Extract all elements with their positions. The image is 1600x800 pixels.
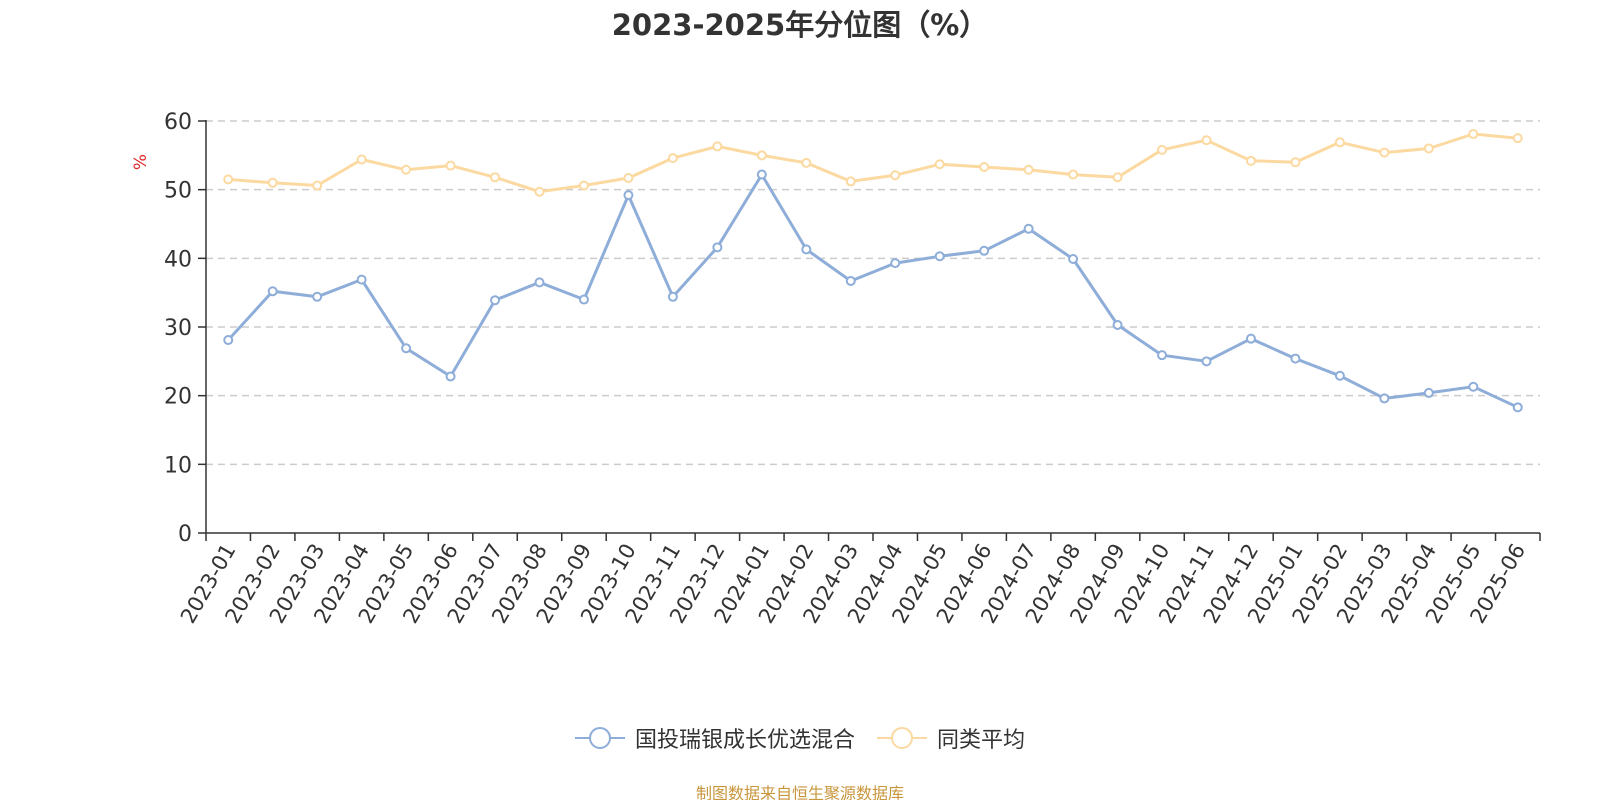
data-point — [1334, 137, 1345, 148]
series-line — [228, 132, 1518, 194]
data-point — [845, 176, 856, 187]
data-point — [1379, 147, 1390, 158]
legend-label-peer-average: 同类平均 — [937, 728, 1026, 753]
data-point — [312, 180, 323, 191]
data-point — [578, 180, 589, 191]
data-point — [578, 294, 589, 305]
data-point — [445, 371, 456, 382]
data-point — [1423, 143, 1434, 154]
data-point — [312, 291, 323, 302]
data-point — [1290, 353, 1301, 364]
data-point — [401, 164, 412, 175]
data-point — [401, 343, 412, 354]
data-point — [1068, 169, 1079, 180]
data-point — [1112, 319, 1123, 330]
data-point — [667, 291, 678, 302]
data-point — [1157, 144, 1168, 155]
data-source-note: 制图数据来自恒生聚源数据库 — [695, 784, 904, 800]
data-point — [801, 244, 812, 255]
legend-item-peer-average[interactable]: 同类平均 — [877, 722, 1025, 754]
data-point — [1112, 172, 1123, 183]
data-point — [534, 186, 545, 197]
data-point — [979, 245, 990, 256]
data-point — [1201, 356, 1212, 367]
grid-lines — [206, 120, 1540, 466]
data-point — [223, 174, 234, 185]
data-point — [1423, 387, 1434, 398]
data-point — [890, 170, 901, 181]
data-point — [1023, 223, 1034, 234]
data-point — [1290, 157, 1301, 168]
y-tick-label: 50 — [164, 179, 192, 204]
data-point — [1379, 393, 1390, 404]
data-point — [1157, 350, 1168, 361]
y-tick-label: 0 — [178, 522, 192, 547]
data-point — [356, 274, 367, 285]
data-point — [267, 286, 278, 297]
data-point — [712, 242, 723, 253]
y-tick-label: 40 — [164, 247, 192, 272]
data-point — [1512, 133, 1523, 144]
data-point — [756, 169, 767, 180]
axes: 01020304050602023-012023-022023-032023-0… — [164, 110, 1541, 627]
legend-item-fund[interactable]: 国投瑞银成长优选混合 — [574, 722, 855, 754]
data-point — [667, 153, 678, 164]
data-point — [1201, 135, 1212, 146]
legend-label-fund: 国投瑞银成长优选混合 — [634, 728, 855, 753]
data-point — [712, 141, 723, 152]
series-lines — [223, 129, 1523, 413]
data-point — [756, 150, 767, 161]
legend-line-circle-icon — [877, 727, 927, 749]
data-point — [1512, 402, 1523, 413]
data-point — [801, 157, 812, 168]
y-axis-unit-label: % — [131, 154, 151, 170]
data-point — [979, 162, 990, 173]
data-point — [534, 277, 545, 288]
data-point — [934, 159, 945, 170]
data-point — [490, 172, 501, 183]
data-point — [623, 190, 634, 201]
data-point — [1245, 333, 1256, 344]
series-line — [227, 173, 1519, 409]
data-point — [934, 251, 945, 262]
y-tick-label: 10 — [164, 453, 192, 478]
data-point — [623, 172, 634, 183]
chart-title: 2023-2025年分位图（%） — [611, 8, 989, 42]
data-point — [223, 335, 234, 346]
data-point — [845, 275, 856, 286]
y-tick-label: 60 — [164, 110, 192, 135]
legend: 国投瑞银成长优选混合 同类平均 — [0, 722, 1600, 754]
data-point — [1468, 381, 1479, 392]
data-point — [267, 177, 278, 188]
y-tick-label: 30 — [164, 316, 192, 341]
y-tick-label: 20 — [164, 385, 192, 410]
data-point — [1245, 155, 1256, 166]
data-point — [890, 258, 901, 269]
data-point — [356, 154, 367, 165]
data-point — [1023, 164, 1034, 175]
legend-line-circle-icon — [574, 727, 625, 749]
data-point — [445, 160, 456, 171]
data-point — [490, 295, 501, 306]
data-point — [1334, 370, 1345, 381]
data-point — [1068, 254, 1079, 265]
data-point — [1468, 129, 1479, 140]
